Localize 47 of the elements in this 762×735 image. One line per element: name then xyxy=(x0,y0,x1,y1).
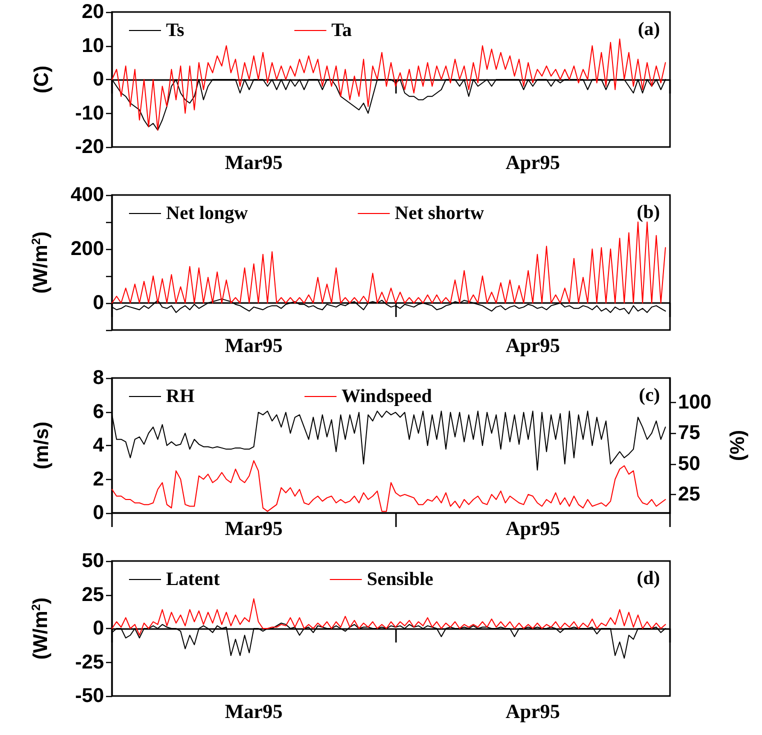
y2-axis-title: (%) xyxy=(727,430,749,462)
y-tick-label: 200 xyxy=(70,238,104,260)
y-axis-title: (W/m2) xyxy=(29,597,52,660)
y-axis-title: (m/s) xyxy=(31,422,53,470)
x-tick-label: Apr95 xyxy=(506,152,560,174)
legend-label: Ta xyxy=(331,20,352,41)
x-tick-label: Mar95 xyxy=(224,335,283,357)
y2-tick-label: 100 xyxy=(678,392,712,414)
legend-label: Net longw xyxy=(166,203,248,224)
x-tick-label: Mar95 xyxy=(224,152,283,174)
y2-tick-label: 75 xyxy=(678,422,700,444)
y-tick-label: 2 xyxy=(92,468,104,490)
y2-tick-label: 50 xyxy=(678,452,700,475)
annotation: (c) xyxy=(638,385,660,406)
y-tick-label: 20 xyxy=(82,1,104,23)
y-tick-label: 4 xyxy=(92,434,105,456)
y-tick-label: 0 xyxy=(92,68,104,90)
annotation: (b) xyxy=(636,202,660,223)
y-axis-title: (W/m2) xyxy=(29,231,52,294)
y-tick-label: 10 xyxy=(82,34,104,57)
legend-label: RH xyxy=(166,386,195,407)
y-tick-label: 25 xyxy=(82,584,104,606)
y-axis-title: (C) xyxy=(31,66,53,94)
legend-label: Windspeed xyxy=(342,386,432,407)
y-tick-label: -20 xyxy=(75,136,104,158)
x-tick-label: Apr95 xyxy=(506,518,560,540)
x-tick-label: Mar95 xyxy=(224,518,283,540)
y-tick-label: 8 xyxy=(92,367,104,389)
annotation: (a) xyxy=(638,19,660,40)
y-tick-label: -10 xyxy=(75,102,104,124)
annotation: (d) xyxy=(636,568,660,589)
y-tick-label: 400 xyxy=(70,184,104,206)
legend-label: Ts xyxy=(166,20,184,41)
legend-label: Net shortw xyxy=(394,203,484,224)
y-tick-label: -25 xyxy=(75,651,104,674)
y-tick-label: 0 xyxy=(92,502,104,524)
y-tick-label: 50 xyxy=(82,550,104,572)
legend-label: Latent xyxy=(166,569,220,590)
y-tick-label: 6 xyxy=(92,400,104,423)
legend-label: Sensible xyxy=(366,569,434,590)
y-tick-label: 0 xyxy=(92,292,104,314)
y-tick-label: 0 xyxy=(92,618,104,640)
y2-tick-label: 25 xyxy=(678,484,700,506)
x-tick-label: Apr95 xyxy=(506,335,560,357)
x-tick-label: Apr95 xyxy=(506,701,560,723)
x-tick-label: Mar95 xyxy=(224,701,283,723)
y-tick-label: -50 xyxy=(75,685,104,707)
